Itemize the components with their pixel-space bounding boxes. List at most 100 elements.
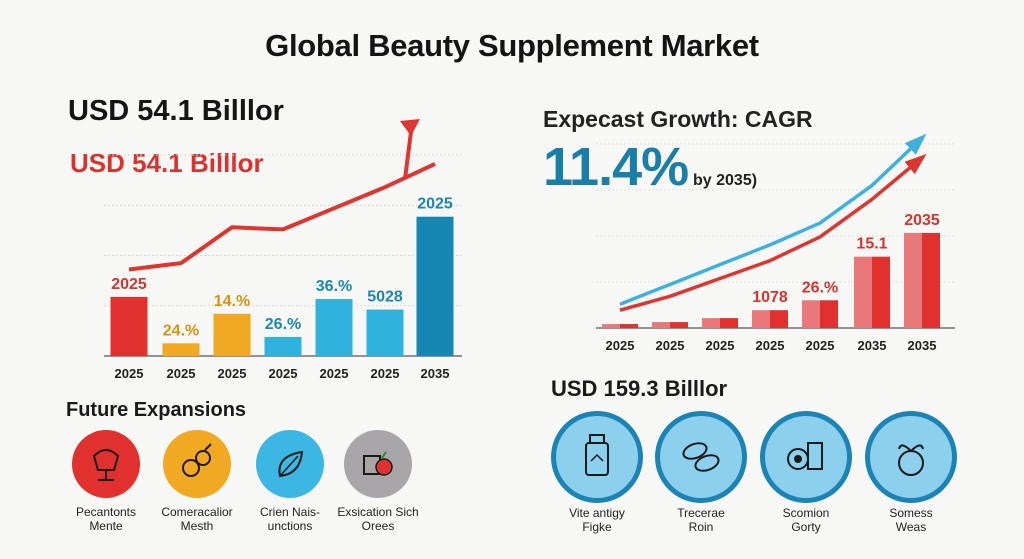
x-tick-label: 2035 [908, 338, 937, 353]
capsule-circle [787, 448, 809, 470]
x-tick-label: 2025 [167, 366, 196, 381]
cagr-note: by 2035) [693, 172, 758, 189]
bar [366, 309, 404, 356]
berry-b [195, 450, 211, 466]
bar [110, 296, 148, 356]
bar-data-label: 15.1 [856, 236, 887, 253]
expansion-label-line-2: Mesth [180, 519, 214, 533]
bar [854, 256, 872, 328]
x-tick-label: 2025 [806, 338, 835, 353]
leaf-shape [278, 450, 304, 478]
bar [162, 343, 200, 356]
product-label-line-1: Vite antigy [569, 506, 625, 520]
product-label: Trecerae Roin [641, 506, 761, 534]
product-circle [556, 416, 638, 498]
bottle-cap [589, 434, 605, 444]
cagr-value: 11.4% [543, 137, 689, 197]
bar-accent [922, 232, 940, 328]
left-subheadline: USD 54.1 Billlor [70, 148, 264, 178]
page-title: Global Beauty Supplement Market [265, 28, 759, 63]
bar [315, 299, 353, 356]
x-tick-label: 2025 [606, 338, 635, 353]
bar [702, 318, 720, 328]
bar-accent [670, 322, 688, 328]
expansion-label-line-1: Comeracalior [161, 505, 233, 519]
product-label-line-2: Figke [582, 520, 612, 534]
fruit-box-icon [344, 430, 412, 498]
expansion-label-line-1: Crien Nais- [259, 505, 320, 519]
expansion-label-line-2: Mente [89, 519, 123, 533]
capsule-pack-icon [760, 411, 852, 503]
bar-data-label: 14.% [214, 293, 250, 310]
x-tick-label: 2025 [218, 366, 247, 381]
bar-data-label: 24.% [163, 322, 199, 339]
growth-arrowhead [904, 133, 927, 155]
bar-data-label: 26.% [802, 279, 838, 296]
future-expansions-title: Future Expansions [66, 399, 247, 421]
berry-icon [865, 411, 957, 503]
berry-a [182, 459, 200, 477]
berries-icon [163, 430, 231, 498]
expansion-label: Comeracalior Mesth [137, 505, 257, 533]
product-label-line-2: Weas [895, 520, 927, 534]
product-label: Somess Weas [851, 506, 971, 534]
bar-data-label: 5028 [367, 289, 403, 306]
bar [652, 322, 670, 328]
bar-accent [872, 256, 890, 328]
x-tick-label: 2025 [115, 366, 144, 381]
product-label-line-2: Roin [688, 520, 714, 534]
x-tick-label: 2025 [371, 366, 400, 381]
bar-data-label: 2025 [417, 196, 453, 213]
growth-line [619, 156, 924, 312]
product-label-line-1: Trecerae [677, 506, 725, 520]
supplement-bottle-icon [551, 411, 643, 503]
bottle-label [590, 453, 604, 462]
x-tick-label: 2025 [320, 366, 349, 381]
x-tick-label: 2025 [756, 338, 785, 353]
product-label-line-2: Gorty [791, 520, 821, 534]
trend-arrowhead [400, 119, 420, 136]
expansion-label: Crien Nais-unctions [230, 505, 350, 533]
berry-stem [204, 443, 212, 451]
bar-accent [770, 310, 788, 328]
x-tick-label: 2025 [656, 338, 685, 353]
seed-a [682, 442, 708, 460]
cagr-headline: Expecast Growth: CAGR [543, 106, 813, 132]
product-label: Scomion Gorty [746, 506, 866, 534]
bar [264, 337, 302, 356]
expansion-label-line-1: Pecantonts [75, 505, 137, 519]
bar-data-label: 2025 [111, 276, 147, 293]
market-size-headline: USD 159.3 Billlor [551, 376, 728, 401]
expansion-label-line-1: Exsication Sich [337, 505, 419, 519]
product-circle [765, 416, 847, 498]
product-label: Vite antigy Figke [537, 506, 657, 534]
trend-line [128, 162, 436, 272]
x-tick-label: 2035 [858, 338, 887, 353]
product-label-line-1: Scomion [782, 506, 830, 520]
bar-data-label: 26.% [265, 316, 301, 333]
expansion-label-line-2: Orees [361, 519, 395, 533]
leaf-icon [256, 430, 324, 498]
seeds-icon [655, 411, 747, 503]
berry-leaf-right [910, 444, 924, 452]
x-tick-label: 2025 [269, 366, 298, 381]
bar [752, 310, 770, 328]
left-headline: USD 54.1 Billlor [68, 95, 284, 127]
bar-accent [620, 324, 638, 328]
growth-arrowhead [904, 153, 927, 175]
expansion-label: Pecantonts Mente [46, 505, 166, 533]
bar-accent [720, 318, 738, 328]
growth-line [619, 136, 924, 306]
expansion-label: Exsication Sich Orees [318, 505, 438, 533]
flower-bowl-icon [72, 430, 140, 498]
leaf-vein [279, 455, 299, 477]
bar [802, 300, 820, 328]
bar [213, 313, 251, 356]
capsule-dot [794, 455, 802, 463]
fruit-leaf [381, 451, 387, 459]
expansion-label-line-2: unctions [267, 519, 313, 533]
bar-data-label: 2035 [904, 212, 940, 229]
bar [904, 232, 922, 328]
